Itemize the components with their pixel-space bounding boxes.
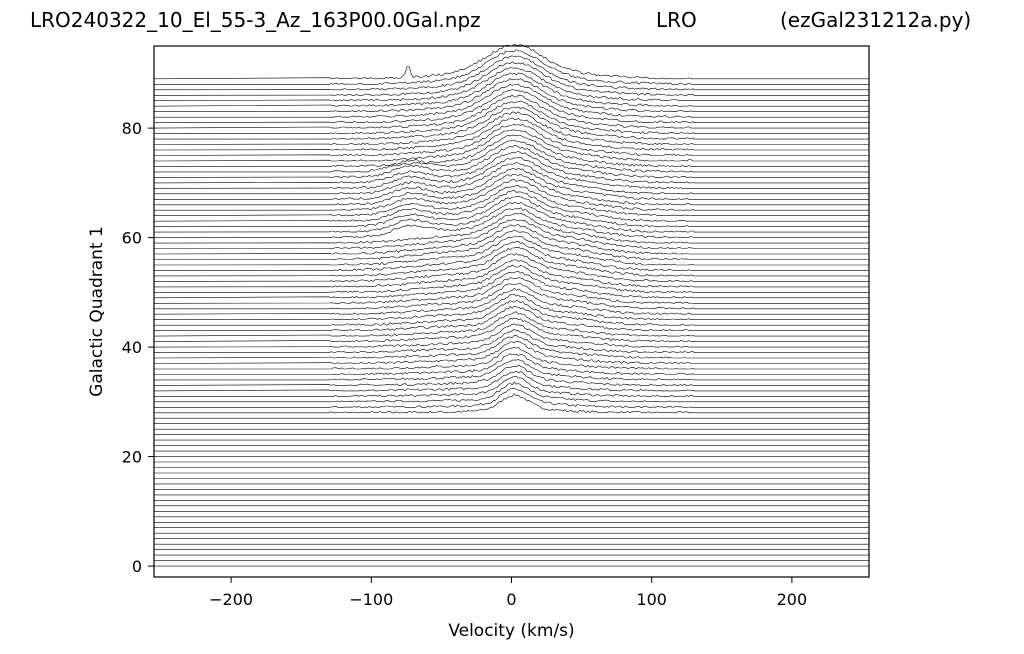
spectrum-trace bbox=[153, 259, 869, 288]
spectrum-trace bbox=[154, 294, 869, 321]
spectrum-trace bbox=[154, 381, 869, 403]
spectrum-trace bbox=[154, 78, 869, 113]
spectrum-trace bbox=[154, 207, 869, 238]
spectrum-trace bbox=[153, 341, 869, 364]
spectrum-trace bbox=[153, 311, 869, 337]
spectrum-trace bbox=[154, 83, 869, 118]
x-tick-label: −100 bbox=[349, 590, 393, 609]
plot-frame bbox=[153, 45, 870, 578]
x-tick-label: 200 bbox=[777, 590, 808, 609]
spectrum-traces bbox=[153, 43, 869, 567]
spectrum-trace bbox=[153, 202, 869, 233]
spectrum-trace bbox=[153, 100, 869, 134]
spectrum-trace bbox=[154, 264, 869, 293]
spectrum-trace bbox=[153, 335, 869, 359]
spectrum-trace bbox=[153, 253, 869, 282]
spectrum-trace bbox=[154, 283, 869, 310]
spectrum-trace bbox=[154, 179, 869, 211]
spectrum-trace bbox=[154, 139, 869, 173]
spectrum-trace bbox=[153, 111, 869, 145]
spectrum-trace bbox=[154, 218, 869, 249]
spectrum-trace bbox=[153, 317, 869, 342]
spectrum-trace bbox=[153, 156, 869, 189]
spectrum-trace bbox=[153, 67, 869, 102]
spectrum-trace bbox=[153, 145, 869, 178]
spectrum-trace bbox=[153, 212, 869, 244]
y-tick-label: 20 bbox=[122, 448, 142, 467]
spectrum-trace bbox=[154, 346, 869, 370]
spectrum-trace bbox=[154, 359, 869, 381]
spectrum-trace bbox=[154, 134, 869, 167]
spectrum-trace bbox=[153, 151, 869, 184]
spectrum-trace bbox=[153, 364, 869, 386]
spectrum-trace bbox=[154, 173, 869, 206]
spectrum-trace bbox=[153, 129, 869, 162]
spectrum-trace bbox=[153, 240, 869, 271]
y-axis: 0 20 40 60 80 bbox=[122, 119, 154, 576]
spectrum-trace bbox=[154, 167, 869, 200]
y-tick-label: 40 bbox=[122, 338, 142, 357]
spectrum-trace bbox=[153, 123, 869, 156]
spectrum-trace bbox=[153, 55, 869, 91]
y-tick-label: 80 bbox=[122, 119, 142, 138]
spectrum-trace bbox=[153, 276, 869, 304]
spectrum-trace bbox=[153, 117, 869, 151]
y-axis-label: Galactic Quadrant 1 bbox=[87, 226, 107, 397]
x-tick-label: 100 bbox=[636, 590, 667, 609]
spectrum-trace bbox=[153, 224, 869, 255]
x-axis-label: Velocity (km/s) bbox=[448, 621, 574, 641]
chart-title-script: (ezGal231212a.py) bbox=[780, 8, 972, 32]
spectrum-trace bbox=[153, 287, 869, 315]
spectrum-trace bbox=[153, 190, 869, 222]
spectrum-trace bbox=[154, 328, 869, 353]
spectrum-trace bbox=[154, 305, 869, 332]
y-tick-label: 0 bbox=[132, 557, 142, 576]
x-tick-label: −200 bbox=[209, 590, 253, 609]
spectrum-trace bbox=[153, 370, 869, 392]
spectrum-trace bbox=[154, 106, 869, 140]
spectrum-trace bbox=[153, 185, 869, 217]
chart-title-site: LRO bbox=[656, 8, 697, 32]
chart-title-filename: LRO240322_10_El_55-3_Az_163P00.0Gal.npz bbox=[30, 8, 481, 32]
spectrum-trace bbox=[153, 94, 869, 129]
spectrum-trace bbox=[154, 161, 869, 195]
y-tick-label: 60 bbox=[122, 229, 142, 248]
spectrum-trace bbox=[153, 72, 869, 107]
spectrum-trace bbox=[154, 229, 869, 260]
x-tick-label: 0 bbox=[506, 590, 516, 609]
spectrum-trace bbox=[154, 353, 869, 375]
spectrum-trace bbox=[153, 323, 869, 348]
spectrum-trace bbox=[154, 299, 869, 326]
spectrum-trace bbox=[154, 196, 869, 227]
spectrum-trace bbox=[154, 49, 869, 85]
spectrum-trace bbox=[154, 376, 869, 397]
spectrum-trace bbox=[153, 270, 869, 299]
spectrum-trace bbox=[153, 246, 869, 277]
spectrum-trace bbox=[153, 88, 869, 123]
spectrum-trace bbox=[154, 388, 869, 408]
x-axis: −200 −100 0 100 200 bbox=[209, 577, 807, 609]
spectrum-trace bbox=[154, 393, 869, 414]
spectrum-trace bbox=[153, 61, 869, 96]
spectrum-trace bbox=[153, 235, 869, 266]
